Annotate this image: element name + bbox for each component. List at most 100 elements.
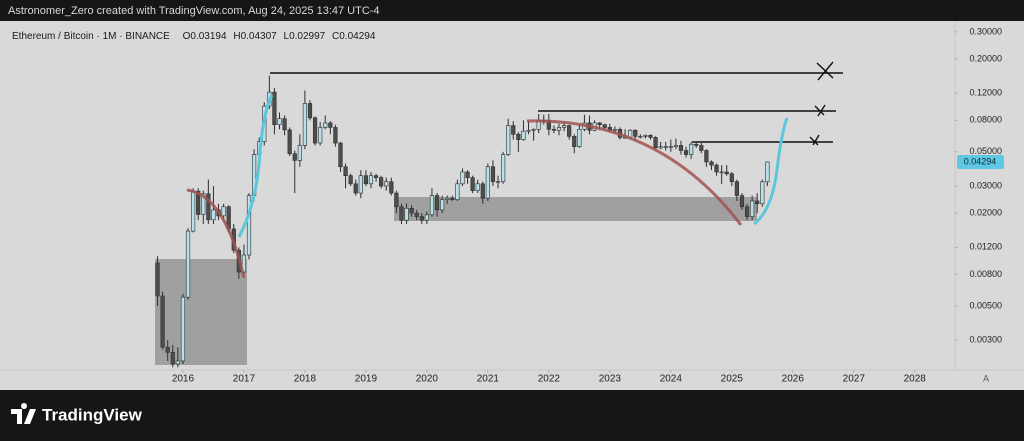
y-tick-label: 0.30000: [969, 26, 1002, 36]
candle-body: [292, 153, 297, 161]
ohlc-value: 0.02997: [289, 31, 326, 42]
candle-body: [282, 118, 287, 131]
symbol: Ethereum / Bitcoin · 1M · BINANCE: [12, 31, 170, 42]
candle-body: [424, 214, 429, 221]
candle-body: [729, 173, 734, 182]
candle-body: [353, 183, 358, 194]
trend-curve: [753, 117, 789, 226]
drawings-front: [186, 61, 843, 279]
candle-body: [348, 175, 353, 185]
candle-body: [470, 177, 475, 191]
y-tick-label: 0.00800: [969, 269, 1002, 279]
candle-body: [373, 175, 379, 178]
candle-body: [450, 197, 455, 200]
candle-body: [638, 136, 643, 138]
candle-body: [709, 161, 714, 166]
candle-body: [699, 145, 704, 151]
candle-body: [343, 166, 348, 176]
candle-body: [750, 200, 755, 217]
candle-body: [561, 125, 567, 128]
trend-curve: [186, 188, 246, 279]
candle-body: [744, 206, 750, 217]
x-tick-label: 2026: [782, 374, 805, 385]
ohlc-value: 0.04307: [241, 31, 278, 42]
candle-body: [739, 195, 745, 208]
candle-body: [394, 192, 399, 208]
candle-body: [277, 118, 282, 125]
x-tick-label: 2016: [172, 374, 195, 385]
x-tick-label: 2028: [904, 374, 927, 385]
candle-body: [201, 193, 206, 215]
candle-body: [399, 206, 404, 221]
candle-body: [221, 206, 226, 217]
candle-body: [460, 171, 465, 185]
x-tick-label: 2019: [355, 374, 378, 385]
y-tick-label: 0.02000: [969, 208, 1002, 218]
candle-body: [501, 154, 506, 182]
candle-body: [160, 295, 165, 348]
candle-body: [419, 216, 424, 221]
candle-body: [333, 127, 338, 144]
ohlc-value: 0.03194: [190, 31, 227, 42]
candle-body: [602, 124, 607, 128]
candle-body: [175, 360, 180, 365]
candle-body: [328, 122, 333, 128]
candle-body: [191, 190, 196, 232]
candle-body: [180, 296, 186, 362]
candle-body: [714, 164, 719, 173]
trend-curve: [237, 94, 274, 238]
candle-body: [368, 175, 374, 185]
x-tick-label: 2020: [416, 374, 439, 385]
candle-body: [673, 145, 678, 147]
candle-body: [389, 181, 394, 194]
candle-body: [506, 125, 511, 155]
candle-body: [658, 146, 663, 149]
ohlc-label: L: [284, 31, 290, 42]
x-mark: [809, 134, 820, 146]
legend: Ethereum / Bitcoin · 1M · BINANCE O0.031…: [12, 31, 376, 42]
candle-body: [445, 197, 450, 200]
x-tick-label: 2021: [477, 374, 500, 385]
zone-box: [394, 197, 757, 221]
candle-body: [185, 230, 191, 298]
candle-body: [678, 145, 684, 151]
candle-body: [272, 91, 277, 125]
candle-body: [211, 209, 216, 221]
candle-body: [165, 346, 170, 353]
y-tick-label: 0.12000: [969, 88, 1002, 98]
candle-body: [475, 183, 480, 191]
candle-body: [379, 177, 384, 187]
candles: [155, 75, 770, 368]
candle-body: [490, 166, 496, 182]
candle-body: [577, 128, 582, 147]
candle-body: [521, 130, 526, 140]
candle-body: [429, 195, 435, 216]
y-tick-label: 0.05000: [969, 146, 1002, 156]
candle-body: [556, 127, 562, 131]
y-tick-label: 0.20000: [969, 53, 1002, 63]
x-tick-label: 2025: [721, 374, 744, 385]
auto-scale-button[interactable]: A: [983, 373, 989, 383]
candle-body: [551, 128, 557, 131]
candle-body: [683, 150, 689, 155]
x-tick-label: 2023: [599, 374, 622, 385]
drawings-back: [155, 197, 757, 365]
candle-body: [704, 150, 709, 163]
y-tick-label: 0.00300: [969, 335, 1002, 345]
candle-body: [719, 171, 724, 174]
candle-body: [663, 146, 668, 148]
candle-body: [526, 129, 531, 132]
candle-body: [572, 136, 577, 147]
candle-body: [724, 171, 729, 175]
ohlc-value: 0.04294: [339, 31, 376, 42]
candle-body: [297, 145, 302, 161]
price-tag: [957, 155, 1004, 170]
candle-body: [323, 122, 328, 128]
price-tag-label: 0.04294: [964, 156, 997, 166]
ohlc-label: C: [332, 31, 339, 42]
candle-body: [734, 181, 739, 196]
candle-body: [653, 137, 658, 149]
candle-body: [287, 129, 292, 155]
x-mark: [814, 104, 826, 117]
logo-text: TradingView: [42, 405, 143, 424]
